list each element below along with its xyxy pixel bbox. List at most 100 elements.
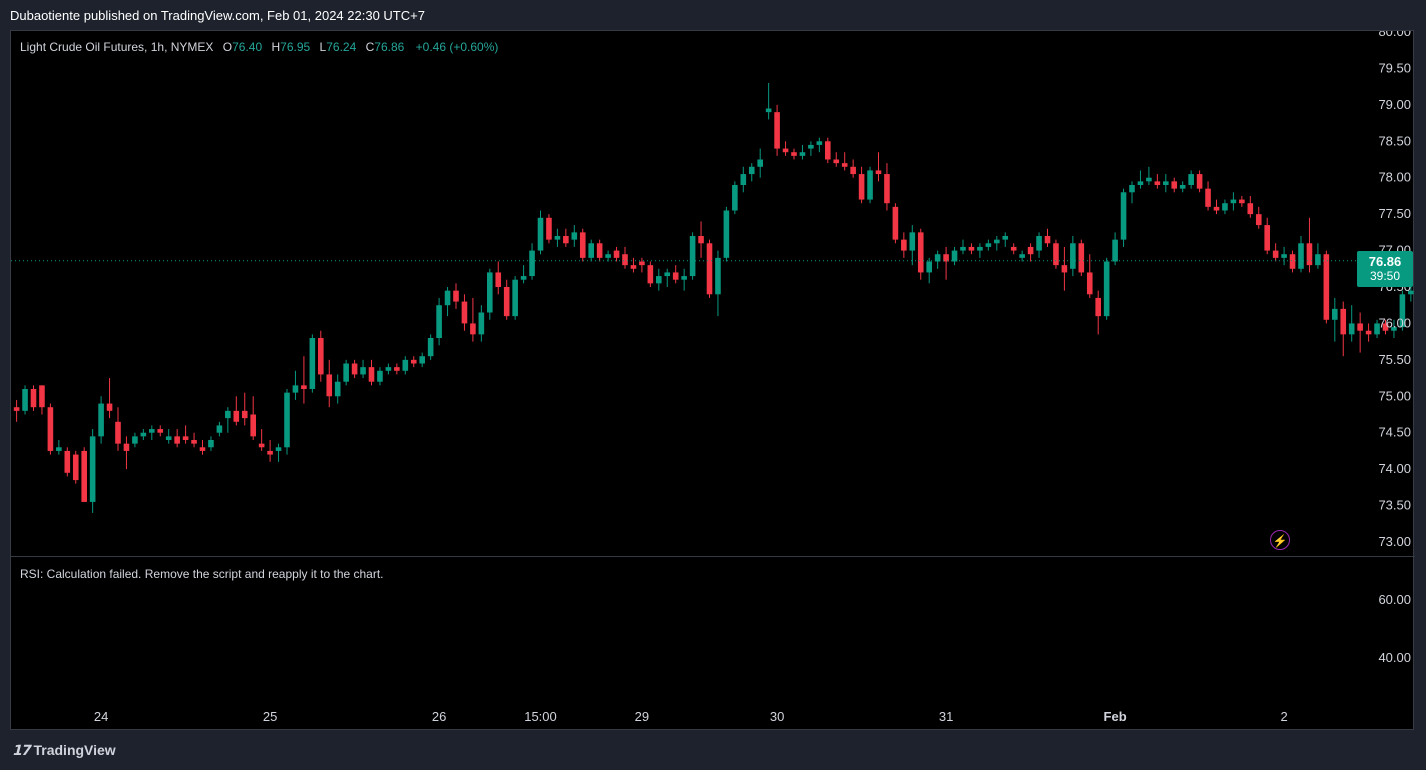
candle-body (1171, 181, 1178, 189)
bar-countdown: 39:50 (1369, 269, 1401, 283)
candle-body (56, 447, 62, 451)
rsi-tick-label: 40.00 (1378, 650, 1411, 665)
candle-body (1086, 272, 1093, 295)
y-tick-label: 75.00 (1378, 388, 1411, 403)
candle-body (1289, 254, 1296, 269)
time-axis-svg[interactable]: 24 25 26 15:00 29 30 31 Feb 2 (11, 704, 1415, 730)
candle-body (1391, 327, 1397, 331)
candle-body (841, 163, 848, 167)
candle-body (30, 389, 37, 408)
y-tick-label: 78.50 (1378, 133, 1411, 148)
candle-body (98, 403, 104, 437)
candle-body (106, 403, 113, 411)
candle-body (334, 381, 341, 397)
candle-body (960, 246, 966, 251)
candle-body (81, 450, 87, 502)
candle-body (1027, 246, 1034, 255)
low-value: 76.24 (326, 40, 357, 54)
candle-body (715, 257, 721, 295)
candle-body (554, 236, 561, 240)
candle-body (461, 301, 468, 324)
candle-body (546, 217, 552, 240)
candle-body (318, 338, 324, 375)
x-tick-label: 24 (94, 709, 108, 724)
candle-body (1408, 290, 1414, 295)
candle-body (495, 272, 502, 287)
candle-body (1146, 177, 1152, 182)
y-tick-label: 75.50 (1378, 352, 1411, 367)
candle-body (503, 287, 510, 317)
open-label: O (222, 40, 233, 54)
candle-body (850, 166, 856, 175)
candle-body (1196, 174, 1203, 189)
candle-body (985, 243, 992, 247)
candle-body (698, 236, 704, 244)
candle-body (419, 356, 425, 364)
candle-body (1382, 323, 1389, 331)
candle-body (165, 436, 172, 440)
lightning-icon[interactable]: ⚡ (1270, 530, 1290, 550)
candle-body (377, 370, 383, 382)
candle-body (934, 254, 941, 262)
candle-body (394, 367, 400, 371)
candle-body (689, 236, 696, 277)
candle-body (1163, 181, 1169, 185)
candle-body (182, 436, 189, 440)
candle-body (596, 243, 603, 258)
candle-body (808, 144, 814, 149)
candle-body (1348, 323, 1355, 335)
candle-body (309, 338, 316, 389)
tradingview-footer[interactable]: 𝟭𝟳 TradingView (12, 742, 116, 759)
price-chart-svg[interactable]: 80.0079.5079.0078.5078.0077.5077.0076.50… (11, 24, 1426, 556)
high-label: H (271, 40, 281, 54)
candle-body (326, 374, 333, 397)
candle-body (748, 166, 755, 175)
y-tick-label: 79.50 (1378, 60, 1411, 75)
candle-body (858, 174, 865, 200)
x-tick-label: 15:00 (524, 709, 557, 724)
candle-body (1315, 254, 1321, 266)
candle-body (563, 236, 569, 244)
x-tick-label: 2 (1280, 709, 1287, 724)
candle-body (1213, 206, 1220, 211)
candle-body (1281, 254, 1287, 258)
candle-body (351, 363, 358, 375)
candle-body (301, 385, 307, 389)
candle-body (1188, 174, 1194, 185)
y-tick-label: 79.00 (1378, 97, 1411, 112)
candle-body (639, 261, 645, 266)
candle-body (22, 389, 28, 411)
candle-body (605, 254, 611, 258)
y-tick-label: 74.50 (1378, 425, 1411, 440)
candle-body (1179, 185, 1186, 189)
candle-body (1010, 246, 1017, 251)
candle-body (1103, 261, 1110, 317)
candle-body (1002, 236, 1009, 240)
candle-body (1332, 308, 1338, 320)
y-tick-label: 74.00 (1378, 461, 1411, 476)
candle-body (968, 246, 975, 251)
candle-body (140, 432, 147, 437)
candle-body (867, 170, 873, 200)
candle-body (174, 436, 180, 444)
rsi-pane[interactable]: 60.00 40.00 RSI: Calculation failed. Remo… (11, 556, 1415, 705)
high-value: 76.95 (280, 40, 311, 54)
candle-body (258, 443, 265, 448)
candle-body (402, 359, 409, 371)
candle-body (199, 447, 206, 451)
candle-body (740, 174, 747, 185)
main-price-pane[interactable]: 80.0079.5079.0078.5078.0077.5077.0076.50… (11, 24, 1426, 556)
candle-body (579, 232, 586, 258)
candle-body (385, 367, 392, 371)
y-tick-label: 73.50 (1378, 498, 1411, 513)
candle-body (765, 108, 772, 113)
candle-body (275, 447, 282, 451)
candle-body (444, 290, 451, 306)
candle-body (901, 239, 907, 251)
y-tick-label: 77.50 (1378, 206, 1411, 221)
candle-body (1112, 239, 1118, 262)
candle-body (1053, 243, 1059, 266)
candle-body (1365, 330, 1372, 335)
candle-body (1298, 243, 1304, 269)
candle-body (571, 232, 578, 240)
